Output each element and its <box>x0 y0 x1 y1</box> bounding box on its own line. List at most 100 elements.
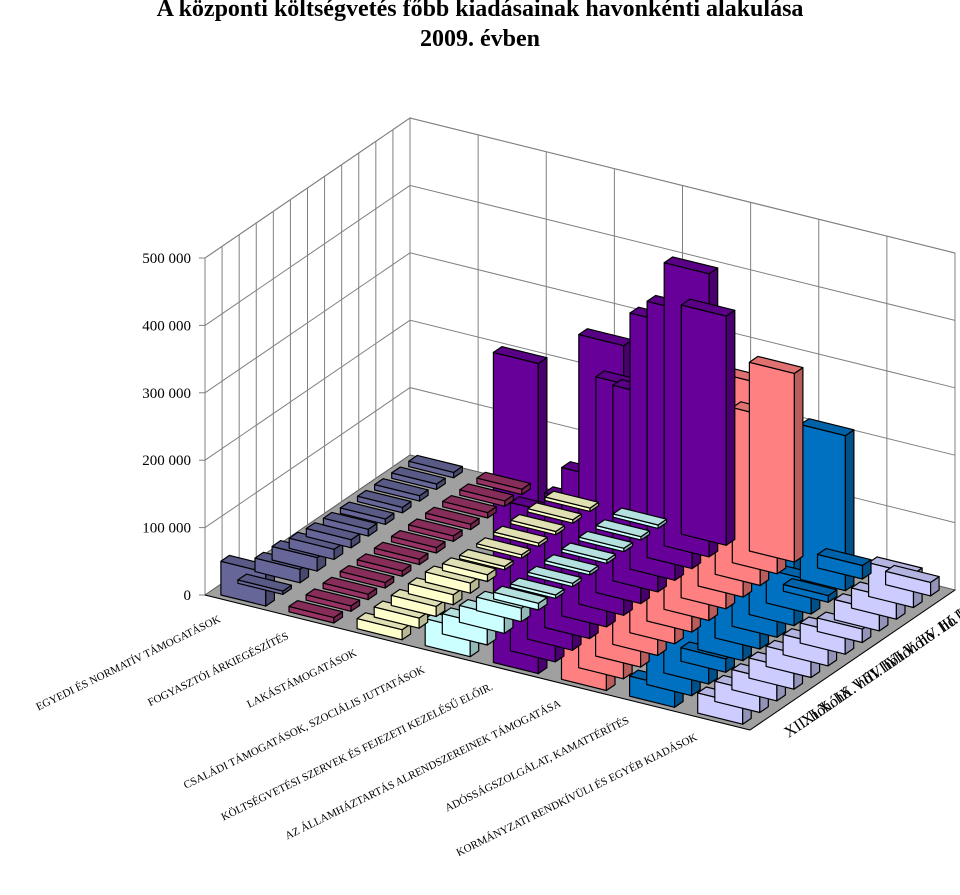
bar <box>356 553 412 577</box>
bar <box>237 573 292 596</box>
bar-top <box>476 537 531 556</box>
bar <box>356 489 412 514</box>
bar-top <box>527 502 583 521</box>
bar-top <box>391 466 446 485</box>
z-tick-label: 400 000 <box>142 318 191 334</box>
bar-top <box>322 511 378 530</box>
bar-top <box>493 585 548 604</box>
bar-top <box>799 418 855 437</box>
bar <box>322 576 378 601</box>
bar <box>527 565 582 588</box>
bar <box>424 565 480 594</box>
month-axis-line <box>749 589 956 731</box>
bar <box>748 355 804 563</box>
bar <box>595 519 651 541</box>
bar <box>373 600 429 629</box>
bar-top <box>356 489 412 508</box>
category-axis-line <box>204 594 751 731</box>
category-tick-label: ADÓSSÁGSZOLGÁLAT, KAMATTÉRÍTÉS <box>443 715 631 815</box>
bar-top <box>544 490 600 509</box>
bar <box>884 564 940 597</box>
bar-side <box>725 309 736 546</box>
bar <box>782 577 838 603</box>
bar-top <box>305 588 361 607</box>
bar-front <box>748 361 796 563</box>
bar <box>510 513 566 536</box>
z-tick-label: 200 000 <box>142 453 191 469</box>
bar <box>305 588 361 612</box>
z-axis: 0 100 000 200 000 300 000 400 000 500 000 <box>142 251 205 604</box>
title-line-2: 2009. évben <box>420 26 540 52</box>
bar <box>510 577 565 600</box>
category-tick-label: EGYEDI ÉS NORMATÍV TÁMOGATÁSOK <box>34 613 222 713</box>
bar-top <box>510 577 565 596</box>
bar <box>322 511 378 537</box>
bar-top <box>339 564 395 584</box>
bar <box>459 483 514 507</box>
bar <box>425 506 480 531</box>
title-line-1: A központi költségvetés főbb kiadásainak… <box>156 0 804 22</box>
bar <box>799 418 855 592</box>
bar-top <box>595 519 651 538</box>
bar-top <box>288 599 344 619</box>
bar <box>527 502 583 524</box>
bar-front <box>680 304 727 546</box>
bar-top <box>408 518 463 537</box>
bar <box>680 298 736 546</box>
bar-top <box>663 256 719 275</box>
bar <box>407 577 463 606</box>
month-tick-label: XII. hó <box>781 702 829 742</box>
bar-side <box>793 367 804 563</box>
bar-top <box>493 525 548 544</box>
bar-top <box>510 513 566 533</box>
bar <box>441 557 497 583</box>
bar <box>544 490 600 513</box>
bar <box>493 585 548 611</box>
bar-top <box>459 483 514 502</box>
z-tick-label: 300 000 <box>142 386 191 402</box>
bar-top <box>748 355 804 374</box>
chart-title: A központi költségvetés főbb kiadásainak… <box>0 0 960 54</box>
bar <box>374 478 429 502</box>
bar <box>408 454 463 479</box>
bar-top <box>356 553 412 572</box>
bar <box>612 507 668 530</box>
bar-top <box>476 471 532 490</box>
bar <box>373 541 429 566</box>
bar-top <box>339 501 395 520</box>
z-tick-label: 500 000 <box>142 251 191 267</box>
bar-top <box>322 576 378 595</box>
bar-top <box>492 346 548 365</box>
month-tick-label: II. hó <box>952 591 960 624</box>
bar-top <box>680 298 736 317</box>
bar <box>305 522 361 549</box>
bar-top <box>442 495 497 514</box>
bar-top <box>561 542 617 561</box>
bar <box>544 554 599 576</box>
bar-top <box>425 506 480 525</box>
bar-top <box>527 565 582 584</box>
bar-top <box>578 530 634 549</box>
bar-top <box>441 557 497 576</box>
bar <box>339 564 395 589</box>
bar-top <box>782 577 838 597</box>
bar-top <box>374 478 429 497</box>
z-tick-label: 100 000 <box>142 521 191 537</box>
bar-top <box>390 529 446 549</box>
bar <box>288 599 344 624</box>
bar-top <box>884 564 940 584</box>
bar <box>391 466 446 490</box>
bar <box>459 548 514 571</box>
bars <box>220 256 940 725</box>
bar <box>816 547 872 580</box>
bar-top <box>816 547 872 567</box>
bar-top <box>459 548 514 568</box>
bar <box>493 525 548 548</box>
bar <box>476 537 531 559</box>
bar-top <box>612 507 668 526</box>
bar-top <box>544 554 599 573</box>
bar-top <box>237 573 292 592</box>
category-tick-label: LAKÁSTÁMOGATÁSOK <box>245 647 359 711</box>
bar-top <box>408 454 463 473</box>
